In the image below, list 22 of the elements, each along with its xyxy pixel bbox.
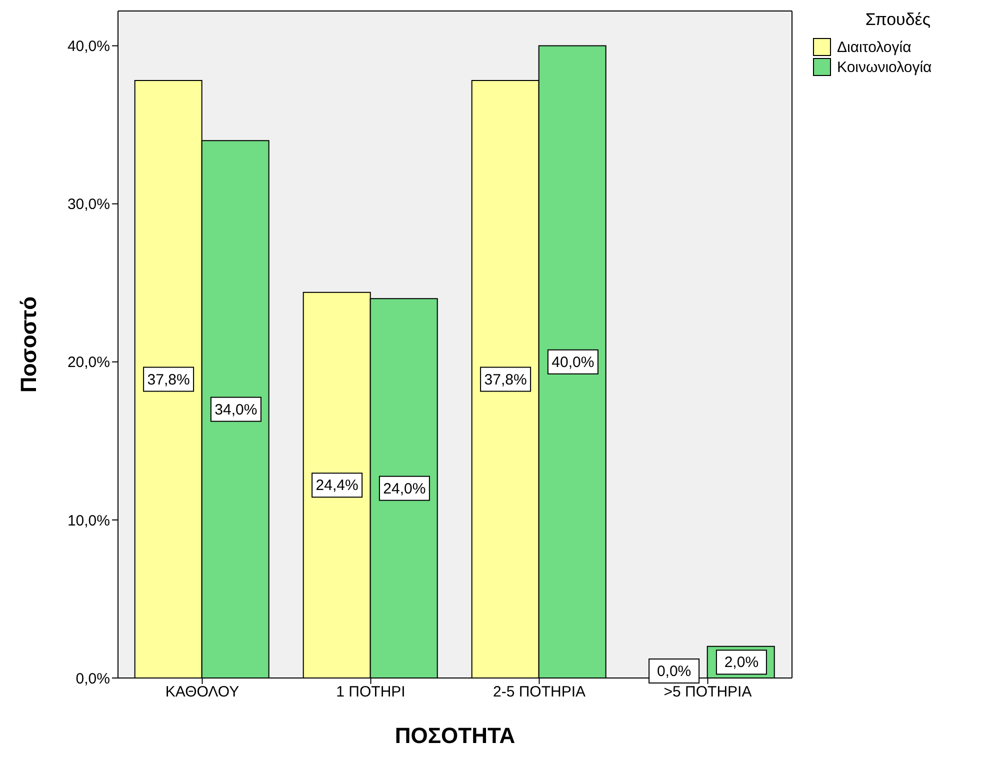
x-axis-title: ΠΟΣΟΤΗΤΑ xyxy=(394,723,516,748)
y-tick-label: 40,0% xyxy=(67,38,110,56)
data-label: 2,0% xyxy=(724,654,759,672)
y-tick-label: 10,0% xyxy=(67,512,110,530)
data-label: 37,8% xyxy=(147,371,190,388)
y-tick-label: 20,0% xyxy=(67,354,110,372)
data-label: 34,0% xyxy=(214,401,258,418)
y-tick-label: 0,0% xyxy=(76,670,110,688)
data-label: 40,0% xyxy=(552,354,594,371)
x-tick-label: 1 ΠΟΤΗΡΙ xyxy=(336,684,406,701)
y-axis-title: Ποσοστό xyxy=(16,296,41,393)
x-tick-label: ΚΑΘΟΛΟΥ xyxy=(165,684,240,701)
data-label: 0,0% xyxy=(656,663,692,680)
data-label: 37,8% xyxy=(484,371,527,388)
x-tick-label: >5 ΠΟΤΗΡΙΑ xyxy=(664,684,752,701)
y-tick-label: 30,0% xyxy=(67,196,110,214)
x-tick-label: 2-5 ΠΟΤΗΡΙΑ xyxy=(492,684,586,701)
legend-label: Κοινωνιολογία xyxy=(837,58,932,76)
data-label: 24,0% xyxy=(383,480,426,498)
legend-title: Σπουδές xyxy=(864,10,932,30)
legend-label: Διαιτολογία xyxy=(837,38,912,56)
data-label: 24,4% xyxy=(316,477,358,494)
